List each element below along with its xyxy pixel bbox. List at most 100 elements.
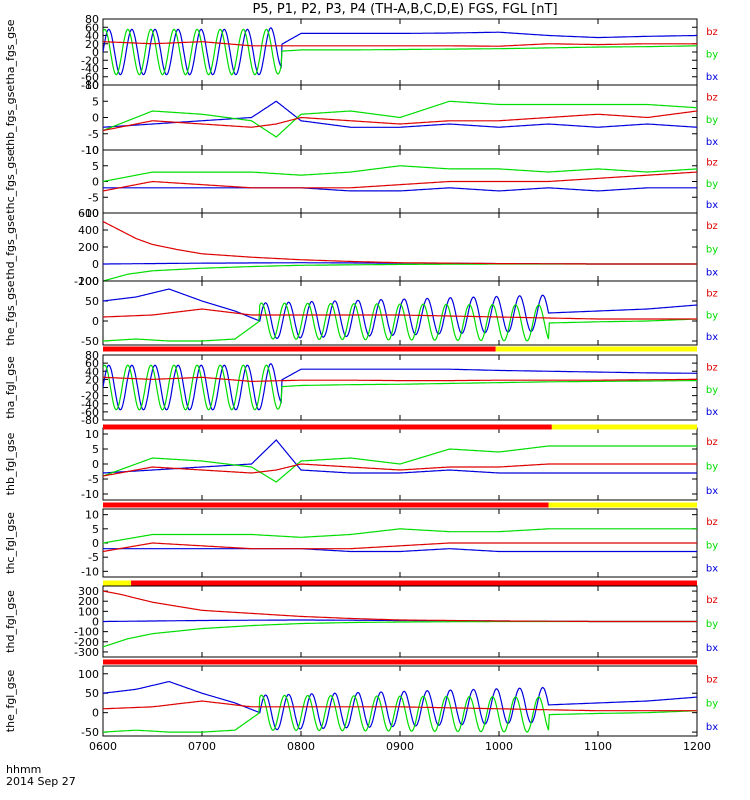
status-bar (103, 502, 697, 508)
y-axis-label: thd_fgl_gse (4, 590, 17, 653)
panel-frame (102, 212, 698, 282)
y-tick-label: -20 (81, 390, 99, 403)
legend-bz: bz (706, 289, 718, 300)
legend-by: by (706, 619, 718, 630)
series-group (103, 165, 697, 192)
status-bar (103, 659, 697, 665)
legend-bz: bz (706, 93, 718, 104)
y-tick-label: 0 (92, 382, 99, 395)
y-tick-label: -40 (81, 63, 99, 76)
legend-bz: bz (706, 221, 718, 232)
series-line-bx (103, 187, 697, 192)
y-tick-label: 5 (92, 523, 99, 536)
status-bar (103, 346, 697, 352)
series-line-bz (103, 542, 697, 553)
series-line-by (103, 694, 697, 733)
series-line-bz (103, 220, 697, 265)
series-line-by (103, 100, 697, 138)
y-tick-label: 400 (78, 224, 99, 237)
legend-by: by (706, 385, 718, 396)
status-bar-segment (103, 424, 552, 430)
y-tick-label: 80 (85, 13, 99, 26)
legend-by: by (706, 244, 718, 255)
legend-bz: bz (706, 517, 718, 528)
legend-bx: bx (706, 407, 718, 418)
status-bar-segment (548, 502, 697, 508)
y-tick-label: 10 (85, 79, 99, 92)
series-line-bz (103, 463, 697, 477)
y-tick-label: -50 (81, 726, 99, 739)
series-line-bz (103, 308, 697, 320)
series-line-by (103, 28, 697, 76)
y-tick-label: -5 (88, 128, 99, 141)
series-line-bz (103, 41, 697, 47)
y-tick-label: 20 (85, 38, 99, 51)
series-line-bx (103, 288, 697, 340)
legend-bz: bz (706, 437, 718, 448)
time-axis: 0600 0700 0800 0900 1000 1100 1200 (89, 740, 711, 753)
y-tick-label: -300 (74, 646, 99, 659)
y-axis-label: thd_fgs_gse (4, 214, 17, 280)
y-tick-label: 40 (85, 365, 99, 378)
status-bar-segment (103, 659, 697, 665)
y-axis-label: tha_fgs_gse (4, 19, 17, 84)
y-tick-label: -10 (81, 144, 99, 157)
y-axis-label: the_fgs_gse (4, 280, 17, 345)
y-tick-label: 100 (78, 605, 99, 618)
series-line-bx (103, 548, 697, 553)
series-line-by (103, 302, 697, 342)
y-tick-label: 0 (92, 46, 99, 59)
y-tick-label: -10 (81, 207, 99, 220)
y-tick-label: 0 (92, 176, 99, 189)
y-tick-label: -100 (74, 626, 99, 639)
series-group (103, 100, 697, 138)
x-tick-label: 1100 (584, 740, 612, 753)
legend-by: by (706, 540, 718, 551)
series-group (103, 220, 697, 281)
y-tick-label: 0 (92, 537, 99, 550)
panel-thd_fgs_gse: 600 400 200 0 -200 thd_fgs_gse bz by bx (4, 207, 718, 288)
y-tick-label: 50 (85, 687, 99, 700)
y-axis-label: thc_fgl_gse (4, 512, 17, 574)
series-line-bz (103, 110, 697, 132)
y-tick-label: -80 (81, 79, 99, 92)
y-tick-label: 200 (78, 241, 99, 254)
y-tick-label: 300 (78, 585, 99, 598)
series-line-bx (103, 363, 697, 411)
status-bar-segment (103, 346, 496, 352)
y-tick-label: 5 (92, 443, 99, 456)
status-bar (103, 580, 698, 586)
panel-frame (102, 354, 698, 421)
legend-bz: bz (706, 27, 718, 38)
y-tick-label: -5 (88, 473, 99, 486)
y-tick-label: -10 (81, 565, 99, 578)
series-line-bx (103, 439, 697, 474)
figure-title: P5, P1, P2, P3, P4 (TH-A,B,C,D,E) FGS, F… (252, 2, 557, 17)
x-tick-label: 0800 (287, 740, 315, 753)
legend-by: by (706, 310, 718, 321)
panel-frame (102, 149, 698, 214)
series-group (103, 590, 697, 648)
x-tick-label: 1200 (683, 740, 711, 753)
y-tick-label: 80 (85, 349, 99, 362)
series-line-bz (103, 376, 697, 382)
y-tick-label: 100 (78, 668, 99, 681)
panel-thc_fgs_gse: 10 5 0 -5 -10 thc_fgs_gse bz by bx (4, 144, 718, 220)
y-tick-label: 10 (85, 509, 99, 522)
series-line-bx (103, 100, 697, 128)
status-bar-segment (495, 346, 697, 352)
legend-bz: bz (706, 363, 718, 374)
y-tick-label: -200 (74, 636, 99, 649)
x-tick-label: 0700 (188, 740, 216, 753)
legend-bx: bx (706, 722, 718, 733)
series-line-by (103, 620, 697, 648)
y-axis-label: thb_fgl_gse (4, 432, 17, 495)
status-bar-segment (131, 580, 698, 586)
series-line-by (103, 364, 697, 411)
status-bar (103, 424, 697, 430)
y-tick-label: -10 (81, 488, 99, 501)
